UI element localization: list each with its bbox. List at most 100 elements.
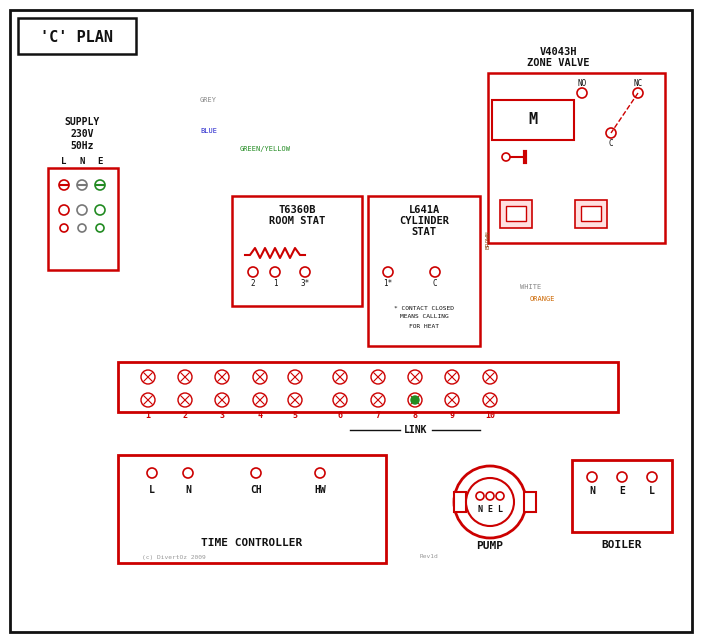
Circle shape [77, 205, 87, 215]
Text: ZONE VALVE: ZONE VALVE [526, 58, 589, 68]
Text: STAT: STAT [411, 227, 437, 237]
Circle shape [466, 478, 514, 526]
Circle shape [383, 267, 393, 277]
Text: NO: NO [577, 79, 587, 88]
Text: 'C' PLAN: 'C' PLAN [41, 31, 114, 46]
FancyBboxPatch shape [10, 10, 692, 632]
Text: N: N [79, 158, 85, 167]
Circle shape [371, 393, 385, 407]
Text: T6360B: T6360B [278, 205, 316, 215]
Text: N: N [477, 506, 482, 515]
Text: NC: NC [633, 79, 642, 88]
Text: LINK: LINK [404, 425, 428, 435]
Text: Rev1d: Rev1d [420, 554, 439, 560]
Circle shape [430, 267, 440, 277]
Circle shape [215, 370, 229, 384]
Circle shape [315, 468, 325, 478]
Circle shape [483, 370, 497, 384]
Text: C: C [609, 138, 614, 147]
Text: TIME CONTROLLER: TIME CONTROLLER [201, 538, 303, 548]
Circle shape [300, 267, 310, 277]
Circle shape [445, 370, 459, 384]
Circle shape [270, 267, 280, 277]
Circle shape [587, 472, 597, 482]
Circle shape [77, 180, 87, 190]
Text: CH: CH [250, 485, 262, 495]
Text: SUPPLY: SUPPLY [65, 117, 100, 127]
Text: L: L [61, 158, 67, 167]
FancyBboxPatch shape [368, 196, 480, 346]
Circle shape [333, 370, 347, 384]
Text: 7: 7 [376, 410, 380, 419]
Circle shape [251, 468, 261, 478]
Circle shape [577, 88, 587, 98]
Text: L: L [649, 486, 655, 496]
Circle shape [288, 370, 302, 384]
Text: GREY: GREY [200, 97, 217, 103]
Text: 1*: 1* [383, 278, 392, 288]
Circle shape [215, 393, 229, 407]
Circle shape [476, 492, 484, 500]
Text: 2: 2 [251, 278, 256, 288]
FancyBboxPatch shape [581, 206, 601, 221]
Text: E: E [619, 486, 625, 496]
Text: 230V: 230V [70, 129, 94, 139]
Text: E: E [487, 506, 493, 515]
Circle shape [647, 472, 657, 482]
Text: HW: HW [314, 485, 326, 495]
Circle shape [371, 370, 385, 384]
Circle shape [96, 224, 104, 232]
Text: 3: 3 [220, 410, 225, 419]
FancyBboxPatch shape [572, 460, 672, 532]
FancyBboxPatch shape [500, 200, 532, 228]
Text: 8: 8 [413, 410, 418, 419]
Circle shape [141, 370, 155, 384]
Text: N: N [185, 485, 191, 495]
Text: C: C [432, 278, 437, 288]
Circle shape [288, 393, 302, 407]
Text: ROOM STAT: ROOM STAT [269, 216, 325, 226]
Bar [454, 492, 466, 512]
Text: MEANS CALLING: MEANS CALLING [399, 315, 449, 319]
Text: 5: 5 [293, 410, 298, 419]
Circle shape [178, 370, 192, 384]
Text: BROWN: BROWN [486, 231, 491, 249]
Circle shape [633, 88, 643, 98]
Text: 1: 1 [272, 278, 277, 288]
Text: PUMP: PUMP [477, 541, 503, 551]
Text: GREEN/YELLOW: GREEN/YELLOW [240, 146, 291, 152]
Text: L: L [149, 485, 155, 495]
Bar [524, 492, 536, 512]
Circle shape [178, 393, 192, 407]
Text: CYLINDER: CYLINDER [399, 216, 449, 226]
Circle shape [147, 468, 157, 478]
Text: FOR HEAT: FOR HEAT [409, 324, 439, 328]
FancyBboxPatch shape [232, 196, 362, 306]
Circle shape [454, 466, 526, 538]
Circle shape [78, 224, 86, 232]
Text: (c) DivertOz 2009: (c) DivertOz 2009 [142, 554, 206, 560]
Circle shape [486, 492, 494, 500]
Text: 50Hz: 50Hz [70, 141, 94, 151]
Text: N: N [589, 486, 595, 496]
Circle shape [606, 128, 616, 138]
FancyBboxPatch shape [575, 200, 607, 228]
Circle shape [483, 393, 497, 407]
Text: * CONTACT CLOSED: * CONTACT CLOSED [394, 306, 454, 310]
Circle shape [183, 468, 193, 478]
Circle shape [617, 472, 627, 482]
Circle shape [248, 267, 258, 277]
Text: WHITE: WHITE [520, 284, 541, 290]
Text: E: E [98, 158, 102, 167]
Text: BLUE: BLUE [200, 128, 217, 134]
Circle shape [59, 180, 69, 190]
Circle shape [496, 492, 504, 500]
Text: 3*: 3* [300, 278, 310, 288]
Circle shape [445, 393, 459, 407]
Text: 2: 2 [183, 410, 187, 419]
Circle shape [95, 180, 105, 190]
Circle shape [141, 393, 155, 407]
Circle shape [253, 393, 267, 407]
Text: BOILER: BOILER [602, 540, 642, 550]
Circle shape [502, 153, 510, 161]
